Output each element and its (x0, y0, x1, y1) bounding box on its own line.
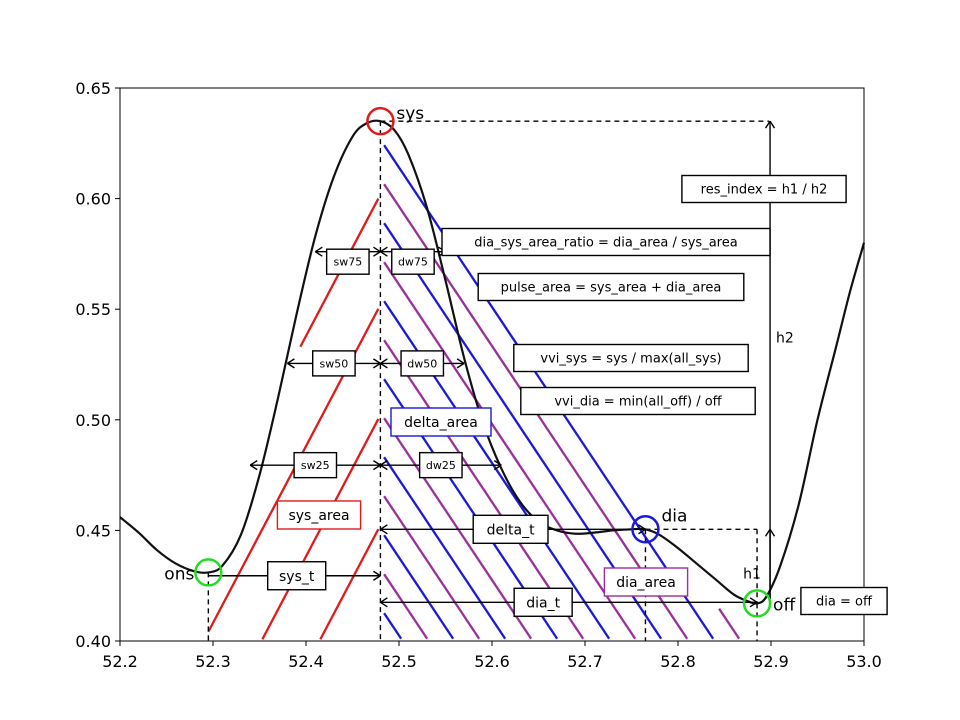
dia_t-arrow-head (749, 597, 758, 608)
delta-area-hatch (383, 534, 455, 640)
off-marker (742, 589, 772, 618)
dia-equals-off-box (800, 586, 888, 616)
pulse-area-box (477, 272, 745, 302)
dw75-text: dw75 (398, 256, 428, 269)
dw75-box (391, 248, 435, 275)
delta-area-label-box (390, 407, 492, 437)
ons-label: ons (164, 564, 194, 584)
dia_t-box (513, 587, 573, 617)
x-tick-label: 52.4 (288, 652, 324, 671)
dia-marker (631, 515, 660, 544)
vvi-sys-box (513, 343, 749, 373)
dia-area-hatch (718, 608, 741, 640)
x-tick-label: 52.3 (195, 652, 231, 671)
dia_t-text: dia_t (526, 595, 560, 611)
dw25-text: dw25 (426, 459, 456, 472)
sw50-arrow-head (373, 358, 381, 369)
dw75-arrow-head (380, 246, 388, 257)
y-tick-label: 0.55 (75, 300, 111, 319)
sys-marker (366, 106, 395, 136)
dw50-box (400, 350, 445, 377)
dw50-arrow-head (380, 358, 388, 369)
sw25-arrow-head (373, 460, 381, 471)
dw25-box (418, 451, 463, 479)
delta_t-arrow-head (638, 524, 646, 535)
y-tick-label: 0.40 (75, 632, 111, 651)
y-tick-label: 0.45 (75, 521, 111, 540)
dw50-arrow-head (456, 358, 465, 369)
dia-area-label-box (603, 567, 689, 597)
delta-area-hatch (383, 612, 403, 640)
delta-area-label-text: delta_area (404, 415, 478, 431)
sw25-box (293, 451, 338, 479)
marker-layer: sys ons dia off (164, 104, 796, 618)
dia-equals-off-text: dia = off (816, 595, 873, 610)
x-tick-label: 52.9 (753, 652, 789, 671)
h2-label: h2 (776, 330, 794, 346)
delta_t-box (472, 514, 549, 544)
box-layer: sw75 dw75 sw50 dw50 sw25 dw25 sys_t delta_t dia_… (267, 174, 888, 617)
sys-area-hatch (319, 528, 380, 640)
h1-arrow-head (764, 528, 776, 537)
x-tick-label: 52.2 (102, 652, 138, 671)
plot-frame (119, 87, 865, 642)
sw50-box (312, 350, 356, 377)
sw75-box (325, 248, 370, 275)
delta-area-hatch (383, 456, 507, 640)
sw50-text: sw50 (320, 357, 349, 370)
dia-area-hatch (383, 261, 637, 640)
delta_t-text: delta_t (487, 522, 535, 538)
sys-area-label-text: sys_area (288, 508, 349, 524)
pulse-area-text: pulse_area = sys_area + dia_area (501, 281, 722, 296)
y-tick-label: 0.60 (75, 190, 111, 209)
h2-arrow-head (764, 120, 776, 129)
dia-area-hatch (383, 573, 429, 640)
vvi-sys-text: vvi_sys = sys / max(all_sys) (540, 352, 721, 367)
off-label: off (773, 595, 796, 615)
x-tick-label: 52.6 (474, 652, 510, 671)
dia-sys-area-ratio-box (441, 227, 771, 257)
dia-area-label-text: dia_area (616, 575, 676, 591)
h1-label: h1 (743, 566, 761, 582)
res-index-box (681, 174, 847, 204)
x-tick-label: 52.5 (381, 652, 417, 671)
y-tick-label: 0.50 (75, 411, 111, 430)
sys-area-label-box (276, 500, 362, 530)
dia-sys-area-ratio-text: dia_sys_area_ratio = dia_area / sys_area (474, 236, 737, 251)
vvi-dia-box (520, 386, 756, 416)
y-tick-label: 0.65 (75, 79, 111, 98)
sys_t-arrow-head (373, 570, 381, 581)
dia-label: dia (661, 506, 687, 526)
x-tick-label: 52.8 (660, 652, 696, 671)
sw75-arrow-head (314, 246, 323, 257)
sys_t-text: sys_t (279, 569, 315, 585)
ons-marker (194, 558, 223, 587)
sys_t-box (267, 561, 327, 591)
axes-layer: 52.2 52.3 52.4 52.5 52.6 52.7 52.8 52.9 53.0 0.40… (75, 79, 881, 671)
dw25-arrow-head (380, 460, 388, 471)
sw75-arrow-head (373, 246, 381, 257)
delta_t-arrow-head (380, 524, 388, 535)
sw50-arrow-head (287, 358, 295, 369)
dw50-text: dw50 (407, 357, 437, 370)
sw25-arrow-head (249, 460, 258, 471)
x-tick-label: 52.7 (567, 652, 603, 671)
sw25-text: sw25 (301, 459, 330, 472)
res-index-text: res_index = h1 / h2 (701, 183, 828, 198)
dia-area-hatch (383, 495, 481, 640)
x-tick-label: 53.0 (846, 652, 882, 671)
dw25-arrow-head (493, 460, 502, 471)
dia_t-arrow-head (380, 597, 388, 608)
sys-label: sys (396, 104, 424, 124)
vvi-dia-text: vvi_dia = min(all_off) / off (554, 395, 722, 410)
sw75-text: sw75 (333, 256, 362, 269)
